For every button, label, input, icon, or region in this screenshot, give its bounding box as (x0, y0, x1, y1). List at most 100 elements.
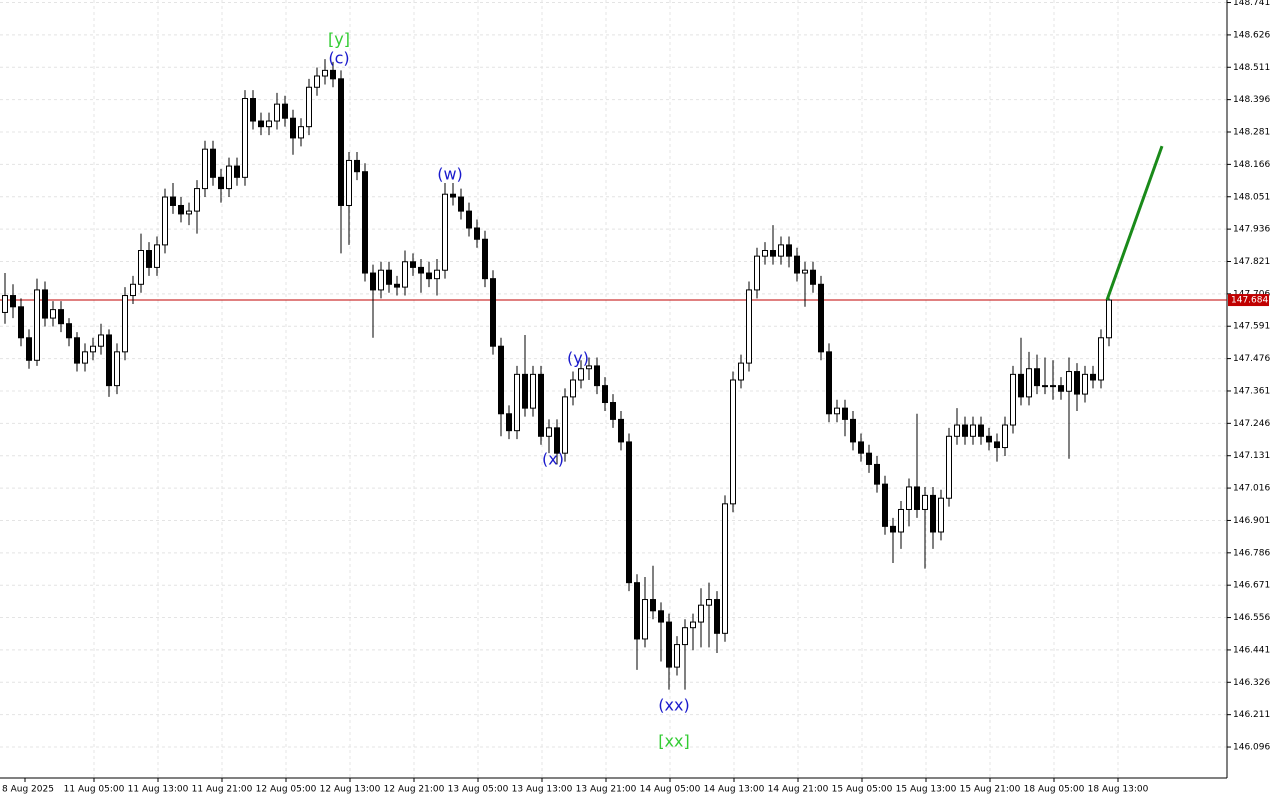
candle-body (466, 210, 472, 229)
candle-body (98, 334, 104, 347)
candle-body (106, 334, 112, 387)
wave-label: [y] (328, 30, 350, 49)
candle-body (626, 441, 632, 584)
candle-body (1002, 424, 1008, 449)
y-tick-label: 146.211 (1233, 710, 1270, 720)
candle-body (666, 621, 672, 668)
candle-body (394, 283, 400, 288)
candle-body (1058, 385, 1064, 392)
x-tick-label: 18 Aug 13:00 (1088, 785, 1149, 795)
y-tick-label: 147.246 (1233, 419, 1270, 429)
candle-body (610, 402, 616, 420)
candle-body (658, 610, 664, 623)
candle-body (578, 368, 584, 381)
projection-line (1105, 145, 1164, 301)
candle-body (906, 486, 912, 510)
candle-body (794, 255, 800, 274)
candle-body (178, 204, 184, 215)
candle-body (90, 345, 96, 353)
y-tick-label: 147.591 (1233, 322, 1270, 332)
candle-body (930, 494, 936, 533)
candle-body (418, 266, 424, 274)
candle-body (538, 373, 544, 437)
x-tick-label: 18 Aug 05:00 (1024, 785, 1085, 795)
candle-body (242, 98, 248, 178)
candle-body (826, 351, 832, 415)
candle-body (714, 599, 720, 634)
candle-body (898, 508, 904, 533)
wave-label: (w) (437, 165, 463, 184)
candle-body (410, 261, 416, 268)
candle-body (50, 309, 56, 319)
candle-body (1082, 373, 1088, 395)
candle-body (954, 424, 960, 437)
candle-body (306, 86, 312, 128)
candle-body (18, 306, 24, 339)
candle-body (914, 486, 920, 510)
candle-body (386, 269, 392, 285)
wave-label: (y) (567, 349, 589, 368)
candle-body (122, 295, 128, 353)
candle-body (946, 435, 952, 499)
candle-body (234, 165, 240, 178)
candle-body (282, 103, 288, 119)
x-tick-label: 14 Aug 05:00 (640, 785, 701, 795)
candle-body (130, 283, 136, 297)
candle-body (370, 272, 376, 291)
y-tick-label: 148.281 (1233, 128, 1270, 138)
candle-body (554, 427, 560, 454)
candle-body (650, 599, 656, 612)
candle-body (882, 483, 888, 527)
candle-body (114, 351, 120, 387)
candle-body (402, 261, 408, 288)
candle-body (354, 159, 360, 173)
candle-body (602, 385, 608, 404)
candle-body (642, 599, 648, 640)
y-tick-label: 147.131 (1233, 451, 1270, 461)
candle-body (818, 283, 824, 353)
candle-body (890, 525, 896, 533)
candle-body (250, 98, 256, 122)
candle-body (314, 75, 320, 88)
candle-body (338, 78, 344, 206)
y-tick-label: 148.051 (1233, 192, 1270, 202)
candle-body (442, 193, 448, 271)
candle-body (210, 148, 216, 178)
candle-body (1106, 299, 1112, 339)
candle-body (834, 407, 840, 415)
candle-body (634, 582, 640, 640)
candle-body (74, 337, 80, 364)
candle-body (1026, 368, 1032, 398)
candle-body (1034, 368, 1040, 387)
candle-body (786, 244, 792, 257)
candle-body (546, 427, 552, 437)
candle-body (290, 117, 296, 139)
y-tick-label: 147.016 (1233, 484, 1270, 494)
candle-body (2, 295, 8, 313)
candle-body (570, 379, 576, 398)
x-tick-label: 14 Aug 21:00 (768, 785, 829, 795)
wave-label: (xx) (658, 696, 689, 715)
candle-body (34, 289, 40, 361)
y-tick-label: 146.096 (1233, 743, 1270, 753)
candle-body (226, 165, 232, 190)
y-tick-label: 146.441 (1233, 645, 1270, 655)
candle-body (330, 69, 336, 80)
candle-body (874, 463, 880, 485)
candle-body (754, 255, 760, 291)
x-tick-label: 15 Aug 05:00 (832, 785, 893, 795)
candle-body (170, 196, 176, 206)
x-tick-label: 12 Aug 21:00 (384, 785, 445, 795)
candle-body (266, 120, 272, 128)
candle-body (1066, 371, 1072, 392)
candle-body (842, 407, 848, 420)
candle-body (490, 278, 496, 347)
candle-body (458, 196, 464, 212)
candle-body (162, 196, 168, 246)
candle-body (482, 238, 488, 280)
candle-body (1018, 373, 1024, 398)
x-tick-label: 13 Aug 13:00 (512, 785, 573, 795)
candle-body (378, 269, 384, 291)
candle-body (1098, 337, 1104, 381)
